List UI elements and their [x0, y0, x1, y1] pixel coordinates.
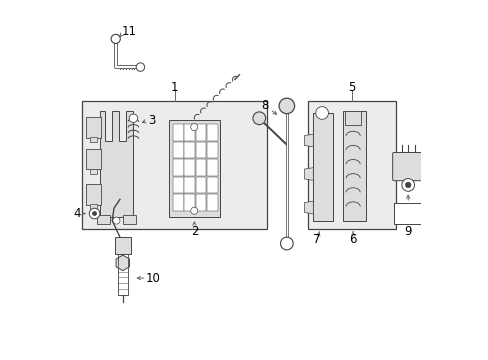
- Bar: [184, 194, 195, 211]
- Bar: [118, 254, 127, 294]
- Text: 8: 8: [261, 99, 268, 112]
- Bar: [173, 194, 183, 211]
- Bar: [184, 159, 195, 176]
- Bar: [206, 124, 217, 141]
- Circle shape: [279, 98, 294, 114]
- Text: 10: 10: [145, 271, 160, 284]
- Circle shape: [190, 123, 197, 131]
- Bar: [90, 204, 97, 209]
- Bar: [195, 159, 206, 176]
- Bar: [90, 137, 97, 142]
- Circle shape: [89, 208, 100, 219]
- Bar: [86, 149, 101, 170]
- Circle shape: [190, 207, 197, 214]
- Circle shape: [315, 107, 328, 119]
- Bar: [184, 142, 195, 158]
- Bar: [342, 111, 365, 221]
- Polygon shape: [100, 111, 133, 217]
- Bar: [82, 100, 267, 229]
- Bar: [90, 169, 97, 174]
- Bar: [195, 142, 206, 158]
- Bar: [195, 176, 206, 193]
- Bar: [206, 142, 217, 158]
- Bar: [184, 176, 195, 193]
- Circle shape: [129, 114, 137, 122]
- Text: 5: 5: [348, 81, 355, 94]
- Bar: [307, 100, 395, 229]
- Bar: [115, 237, 130, 254]
- Text: 1: 1: [171, 81, 178, 94]
- Circle shape: [136, 63, 144, 71]
- Circle shape: [401, 179, 414, 191]
- Polygon shape: [116, 255, 129, 271]
- Text: 2: 2: [190, 225, 198, 238]
- Bar: [345, 111, 361, 125]
- Text: 9: 9: [404, 225, 411, 238]
- Bar: [313, 113, 332, 221]
- Circle shape: [252, 112, 265, 125]
- Bar: [173, 124, 183, 141]
- Bar: [184, 124, 195, 141]
- Text: 7: 7: [313, 233, 320, 246]
- Polygon shape: [304, 168, 313, 180]
- Bar: [173, 159, 183, 176]
- Circle shape: [111, 34, 120, 44]
- Bar: [122, 215, 136, 224]
- Bar: [86, 117, 101, 138]
- Bar: [206, 176, 217, 193]
- Circle shape: [280, 237, 293, 250]
- Bar: [173, 142, 183, 158]
- Bar: [173, 176, 183, 193]
- Text: 11: 11: [121, 25, 136, 38]
- FancyBboxPatch shape: [392, 153, 423, 181]
- Circle shape: [92, 211, 97, 216]
- Bar: [206, 159, 217, 176]
- Text: 4: 4: [73, 207, 81, 220]
- Bar: [86, 184, 101, 205]
- Bar: [195, 124, 206, 141]
- Text: 3: 3: [148, 114, 156, 127]
- Bar: [97, 215, 110, 224]
- Text: 6: 6: [349, 233, 356, 246]
- Circle shape: [113, 217, 120, 224]
- Bar: [206, 194, 217, 211]
- Polygon shape: [304, 134, 313, 147]
- Polygon shape: [304, 201, 313, 214]
- Circle shape: [405, 182, 410, 188]
- Bar: [168, 120, 219, 217]
- Bar: [195, 194, 206, 211]
- Bar: [393, 203, 422, 224]
